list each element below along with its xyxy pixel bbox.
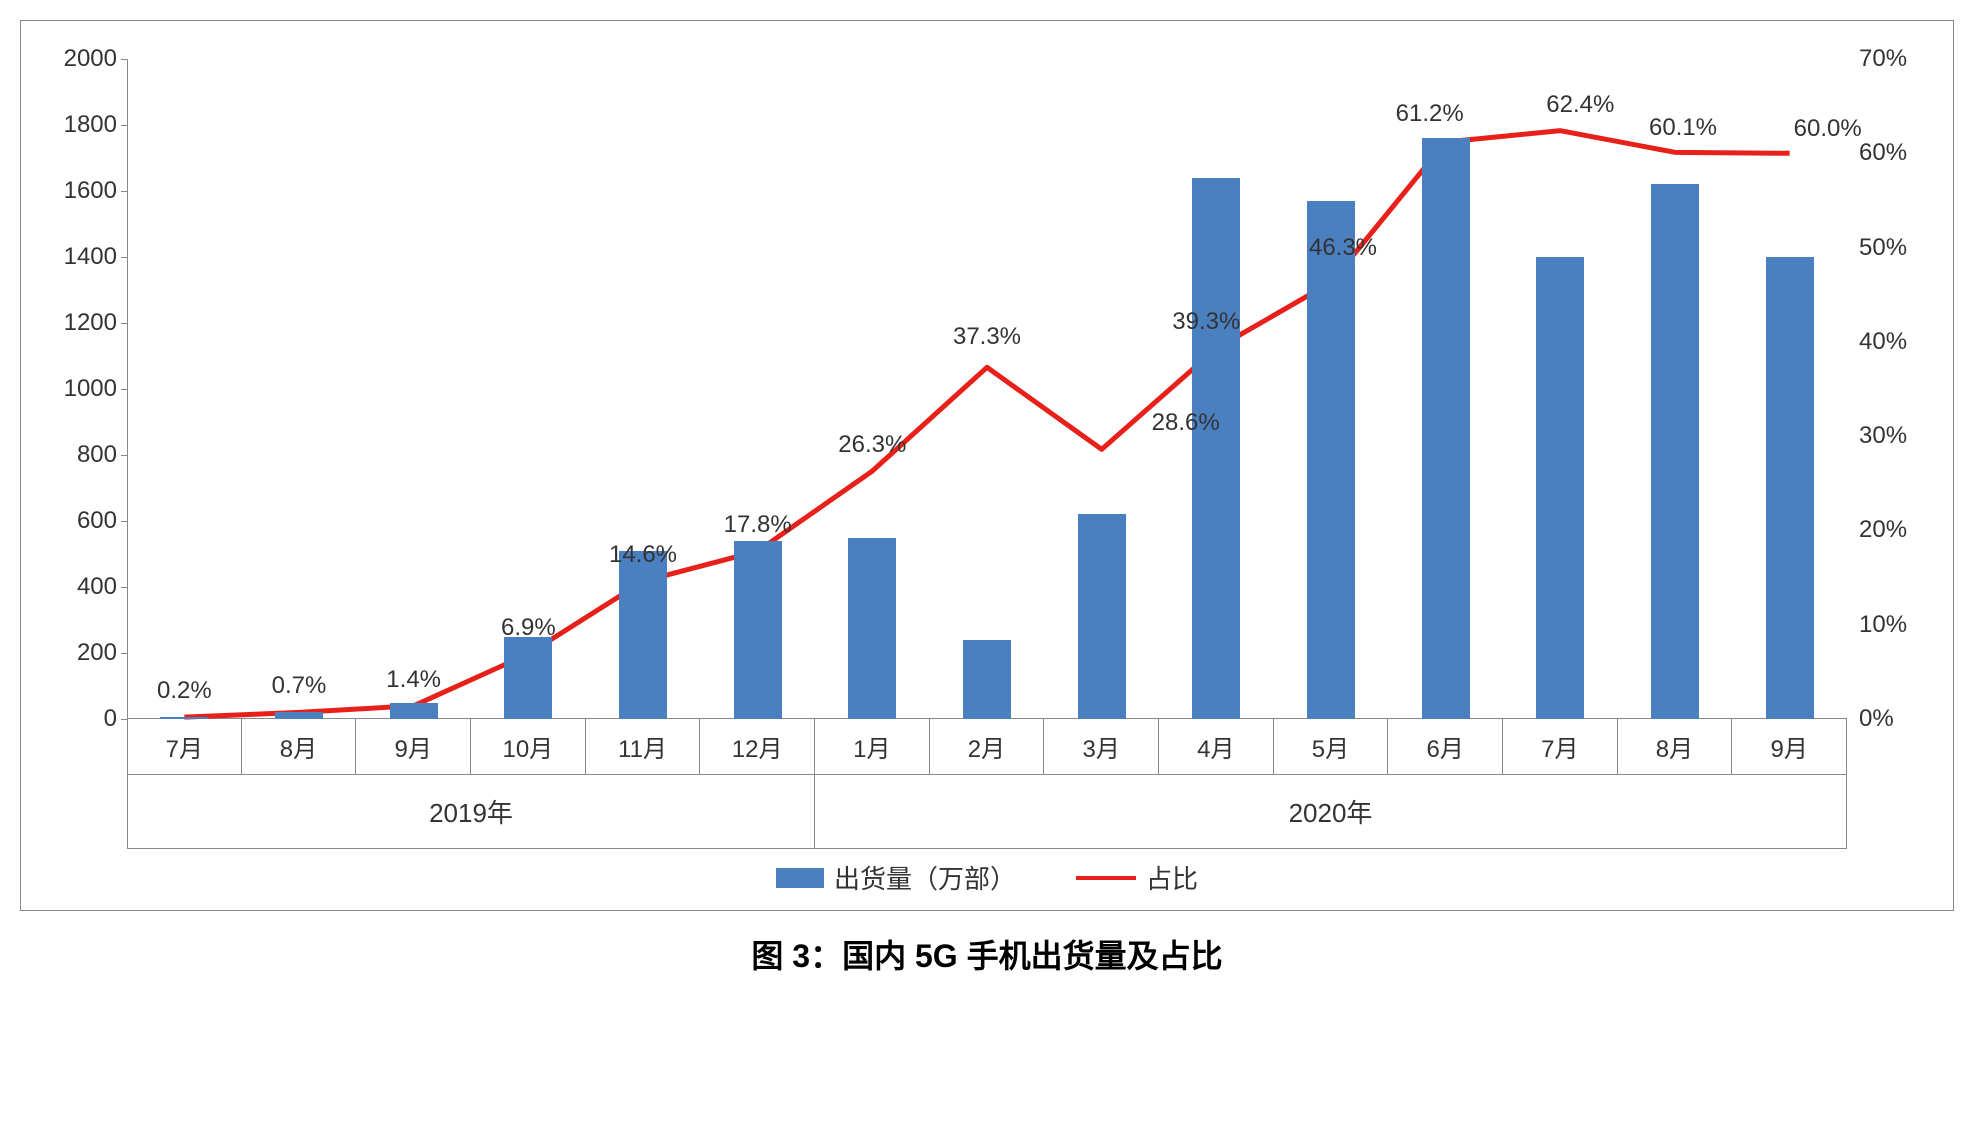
- line-point-label: 62.4%: [1546, 91, 1614, 119]
- x-month-cell: 4月: [1159, 719, 1274, 775]
- line-point-label: 37.3%: [953, 323, 1021, 351]
- y-left-tick-mark: [121, 191, 127, 192]
- bar: [1651, 184, 1699, 719]
- y-left-tick-label: 200: [47, 639, 117, 667]
- legend-line-swatch: [1076, 876, 1136, 880]
- x-month-cell: 7月: [1503, 719, 1618, 775]
- legend-label: 占比: [1146, 859, 1198, 896]
- line-point-label: 60.1%: [1649, 114, 1717, 142]
- y-left-tick-label: 1400: [47, 243, 117, 271]
- y-right-tick-label: 60%: [1859, 139, 1907, 167]
- x-month-cell: 1月: [815, 719, 930, 775]
- y-left-tick-mark: [121, 59, 127, 60]
- y-left-tick-label: 600: [47, 507, 117, 535]
- y-left-tick-label: 400: [47, 573, 117, 601]
- bar: [1192, 178, 1240, 719]
- y-left-tick-mark: [121, 323, 127, 324]
- y-right-tick-label: 40%: [1859, 328, 1907, 356]
- bar: [504, 637, 552, 720]
- x-year-cell: 2020年: [815, 775, 1847, 849]
- y-left-tick-mark: [121, 455, 127, 456]
- y-left-tick-label: 1600: [47, 177, 117, 205]
- x-year-cell: 2019年: [127, 775, 815, 849]
- line-point-label: 1.4%: [386, 666, 441, 694]
- legend-item: 占比: [1076, 859, 1198, 896]
- x-month-cell: 7月: [127, 719, 242, 775]
- plot-area: [127, 59, 1847, 719]
- x-month-cell: 12月: [700, 719, 815, 775]
- bar: [1422, 138, 1470, 719]
- y-left-tick-mark: [121, 125, 127, 126]
- x-month-cell: 2月: [930, 719, 1045, 775]
- bar: [848, 538, 896, 720]
- legend-item: 出货量（万部）: [776, 859, 1016, 896]
- line-point-label: 26.3%: [838, 431, 906, 459]
- y-right-tick-label: 10%: [1859, 611, 1907, 639]
- bar: [275, 712, 323, 719]
- chart-title: 图 3：国内 5G 手机出货量及占比: [20, 931, 1954, 977]
- bar: [1078, 514, 1126, 719]
- line-point-label: 0.7%: [272, 672, 327, 700]
- line-point-label: 61.2%: [1396, 100, 1464, 128]
- x-month-cell: 10月: [471, 719, 586, 775]
- y-left-tick-mark: [121, 257, 127, 258]
- y-left-tick-label: 1200: [47, 309, 117, 337]
- bar: [1766, 257, 1814, 719]
- y-left-tick-mark: [121, 587, 127, 588]
- y-left-tick-mark: [121, 653, 127, 654]
- x-month-cell: 5月: [1274, 719, 1389, 775]
- line-point-label: 46.3%: [1309, 234, 1377, 262]
- x-month-cell: 9月: [356, 719, 471, 775]
- y-left-tick-mark: [121, 521, 127, 522]
- y-left-tick-label: 1800: [47, 111, 117, 139]
- y-left-tick-label: 800: [47, 441, 117, 469]
- bar: [619, 551, 667, 719]
- bar: [1536, 257, 1584, 719]
- x-month-cell: 8月: [1618, 719, 1733, 775]
- x-month-cell: 11月: [586, 719, 701, 775]
- bar: [734, 541, 782, 719]
- line-point-label: 39.3%: [1172, 308, 1240, 336]
- y-right-tick-label: 70%: [1859, 45, 1907, 73]
- y-left-tick-label: 2000: [47, 45, 117, 73]
- y-left-tick-label: 1000: [47, 375, 117, 403]
- legend-label: 出货量（万部）: [834, 859, 1016, 896]
- bar: [1307, 201, 1355, 719]
- y-left-tick-mark: [121, 389, 127, 390]
- y-right-tick-label: 0%: [1859, 705, 1894, 733]
- x-month-cell: 3月: [1044, 719, 1159, 775]
- chart-container: 0 200 400 600 800 1000 1200 1400 1600 1800 2000 0% 1…: [20, 20, 1954, 911]
- y-right-tick-label: 20%: [1859, 516, 1907, 544]
- y-right-tick-label: 50%: [1859, 234, 1907, 262]
- y-left-tick-label: 0: [47, 705, 117, 733]
- x-month-cell: 8月: [242, 719, 357, 775]
- line-point-label: 14.6%: [609, 541, 677, 569]
- legend: 出货量（万部） 占比: [43, 859, 1931, 896]
- line-point-label: 0.2%: [157, 677, 212, 705]
- line-point-label: 28.6%: [1152, 409, 1220, 437]
- bar: [963, 640, 1011, 719]
- legend-bar-swatch: [776, 868, 824, 888]
- x-month-cell: 9月: [1732, 719, 1847, 775]
- x-month-cell: 6月: [1388, 719, 1503, 775]
- line-point-label: 60.0%: [1794, 115, 1862, 143]
- line-point-label: 17.8%: [724, 511, 792, 539]
- plot-box: 0 200 400 600 800 1000 1200 1400 1600 1800 2000 0% 1…: [43, 39, 1931, 849]
- bar: [390, 703, 438, 720]
- y-right-tick-label: 30%: [1859, 422, 1907, 450]
- line-point-label: 6.9%: [501, 614, 556, 642]
